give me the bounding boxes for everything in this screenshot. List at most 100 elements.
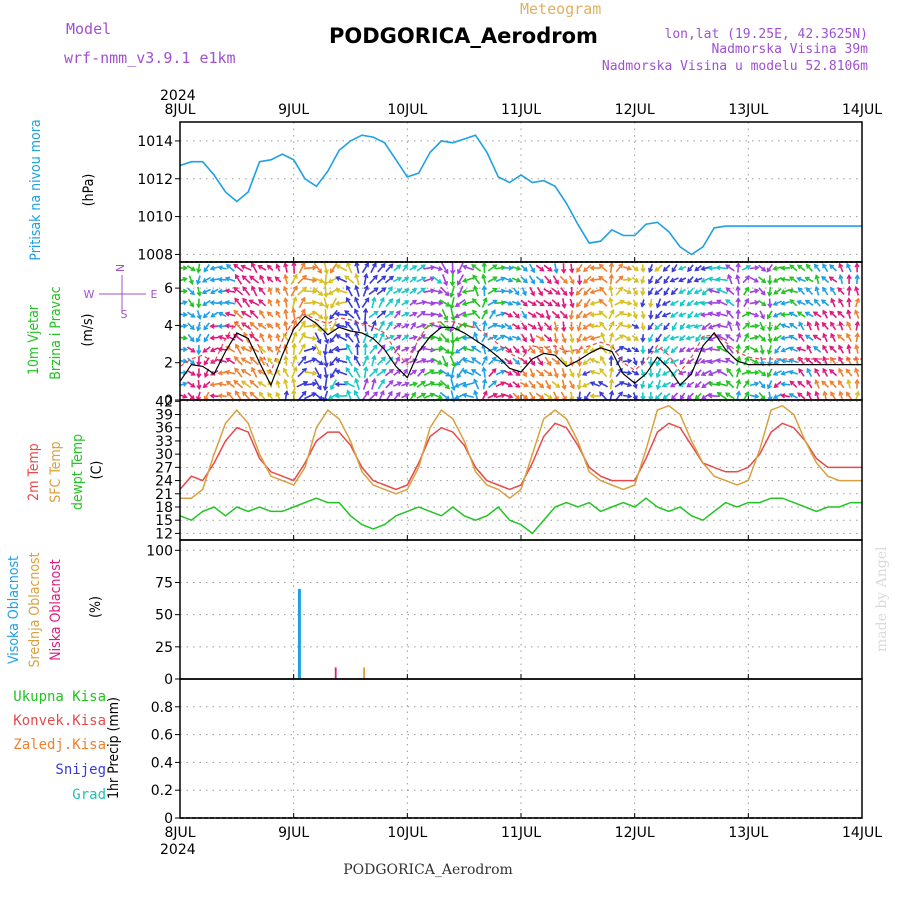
wind-arrow-head bbox=[203, 372, 209, 378]
wind-arrow-head bbox=[648, 348, 653, 354]
wind-arrow bbox=[663, 264, 671, 272]
wind-arrow-head bbox=[353, 389, 359, 396]
wind-arrow-head bbox=[788, 369, 794, 375]
wind-arrow bbox=[504, 346, 512, 353]
wind-arrow-head bbox=[805, 263, 811, 269]
wind-arrow bbox=[798, 287, 806, 296]
wind-arrow bbox=[614, 346, 624, 353]
wind-arrow-head bbox=[854, 343, 860, 350]
wind-arrow bbox=[552, 391, 559, 401]
wind-arrow bbox=[364, 308, 367, 321]
wind-arrow-head bbox=[318, 291, 324, 296]
wind-arrow-head bbox=[274, 276, 280, 282]
wind-arrow-head bbox=[454, 302, 460, 308]
wind-arrow bbox=[329, 309, 338, 320]
wind-arrow-head bbox=[772, 277, 779, 283]
wind-arrow bbox=[241, 369, 252, 377]
wind-arrow-head bbox=[583, 278, 589, 284]
wind-arrow-head bbox=[687, 266, 693, 273]
wind-arrow-head bbox=[234, 390, 240, 396]
wind-arrow-head bbox=[492, 264, 498, 270]
y-tick-label: 0 bbox=[164, 672, 173, 688]
wind-arrow-head bbox=[196, 303, 202, 309]
y-tick-label: 12 bbox=[155, 526, 173, 542]
wind-arrow-head bbox=[744, 286, 750, 292]
wind-arrow-head bbox=[663, 278, 669, 285]
wind-arrow-head bbox=[354, 331, 360, 337]
wind-arrow bbox=[560, 287, 568, 296]
wind-arrow-head bbox=[473, 331, 479, 337]
wind-arrow bbox=[527, 323, 537, 330]
wind-arrow bbox=[346, 344, 353, 355]
wind-arrow-head bbox=[412, 381, 419, 387]
wind-arrow-head bbox=[531, 313, 537, 318]
wind-arrow bbox=[576, 310, 583, 319]
wind-arrow-head bbox=[599, 321, 605, 327]
wind-arrow bbox=[610, 274, 613, 285]
wind-arrow bbox=[368, 368, 378, 377]
wind-arrow bbox=[528, 275, 535, 284]
wind-arrow-head bbox=[334, 393, 340, 399]
wind-arrow-head bbox=[249, 391, 255, 397]
wind-arrow bbox=[839, 275, 844, 284]
wind-arrow bbox=[330, 379, 337, 390]
wind-arrow bbox=[423, 381, 435, 388]
wind-arrow bbox=[385, 321, 393, 331]
wind-arrow-head bbox=[291, 389, 297, 395]
wind-arrow bbox=[760, 356, 764, 366]
wind-arrow-head bbox=[568, 314, 575, 321]
wind-arrow-head bbox=[716, 346, 722, 351]
wind-arrow-head bbox=[380, 378, 385, 384]
wind-arrow-head bbox=[589, 335, 595, 341]
wind-arrow-head bbox=[404, 311, 410, 317]
wind-arrow-head bbox=[648, 290, 653, 296]
wind-arrow bbox=[590, 278, 601, 281]
wind-arrow bbox=[250, 310, 259, 319]
wind-arrow-head bbox=[267, 286, 273, 292]
y-tick-label: 1008 bbox=[137, 247, 173, 263]
wind-arrow-head bbox=[797, 380, 803, 386]
wind-arrow-head bbox=[275, 345, 280, 351]
wind-arrow bbox=[298, 297, 306, 309]
wind-arrow bbox=[197, 321, 201, 331]
wind-arrow-head bbox=[583, 290, 589, 296]
wind-arrow-head bbox=[599, 367, 605, 373]
wind-arrow-head bbox=[330, 385, 335, 391]
wind-arrow bbox=[854, 368, 860, 378]
wind-arrow bbox=[242, 286, 251, 296]
wind-arrow-head bbox=[766, 267, 772, 273]
wind-arrow-head bbox=[437, 266, 444, 272]
wind-arrow bbox=[394, 345, 401, 354]
wind-arrow bbox=[848, 286, 851, 296]
wind-arrow-head bbox=[555, 383, 561, 389]
wind-arrow bbox=[487, 346, 498, 353]
wind-arrow bbox=[749, 346, 759, 353]
wind-arrow-head bbox=[701, 290, 707, 296]
y-tick-label: 24 bbox=[155, 474, 173, 490]
wind-arrow bbox=[242, 298, 251, 308]
wind-arrow bbox=[845, 368, 853, 377]
wind-arrow bbox=[749, 336, 759, 340]
wind-arrow bbox=[535, 276, 544, 284]
wind-arrow-head bbox=[640, 279, 646, 285]
wind-arrow bbox=[590, 300, 601, 305]
wind-arrow-head bbox=[371, 354, 377, 361]
wind-arrow bbox=[392, 276, 402, 283]
wind-arrow bbox=[569, 333, 574, 343]
wind-arrow-head bbox=[632, 302, 638, 308]
wind-arrow bbox=[495, 393, 505, 399]
wind-arrow-head bbox=[822, 332, 828, 338]
wind-arrow-head bbox=[514, 313, 520, 319]
wind-arrow bbox=[663, 357, 671, 365]
wind-arrow bbox=[324, 378, 328, 390]
wind-arrow-head bbox=[822, 367, 828, 373]
wind-arrow-head bbox=[780, 300, 786, 306]
wind-arrow-head bbox=[836, 334, 842, 340]
x-tick-label-top: 12JUL bbox=[615, 102, 655, 118]
cloud-unit-title: (%) bbox=[88, 596, 104, 618]
wind-arrow-head bbox=[334, 323, 340, 329]
wind-arrow bbox=[670, 311, 679, 318]
wind-arrow-head bbox=[403, 263, 408, 269]
wind-arrow-head bbox=[707, 393, 713, 399]
wind-arrow-head bbox=[539, 383, 545, 389]
